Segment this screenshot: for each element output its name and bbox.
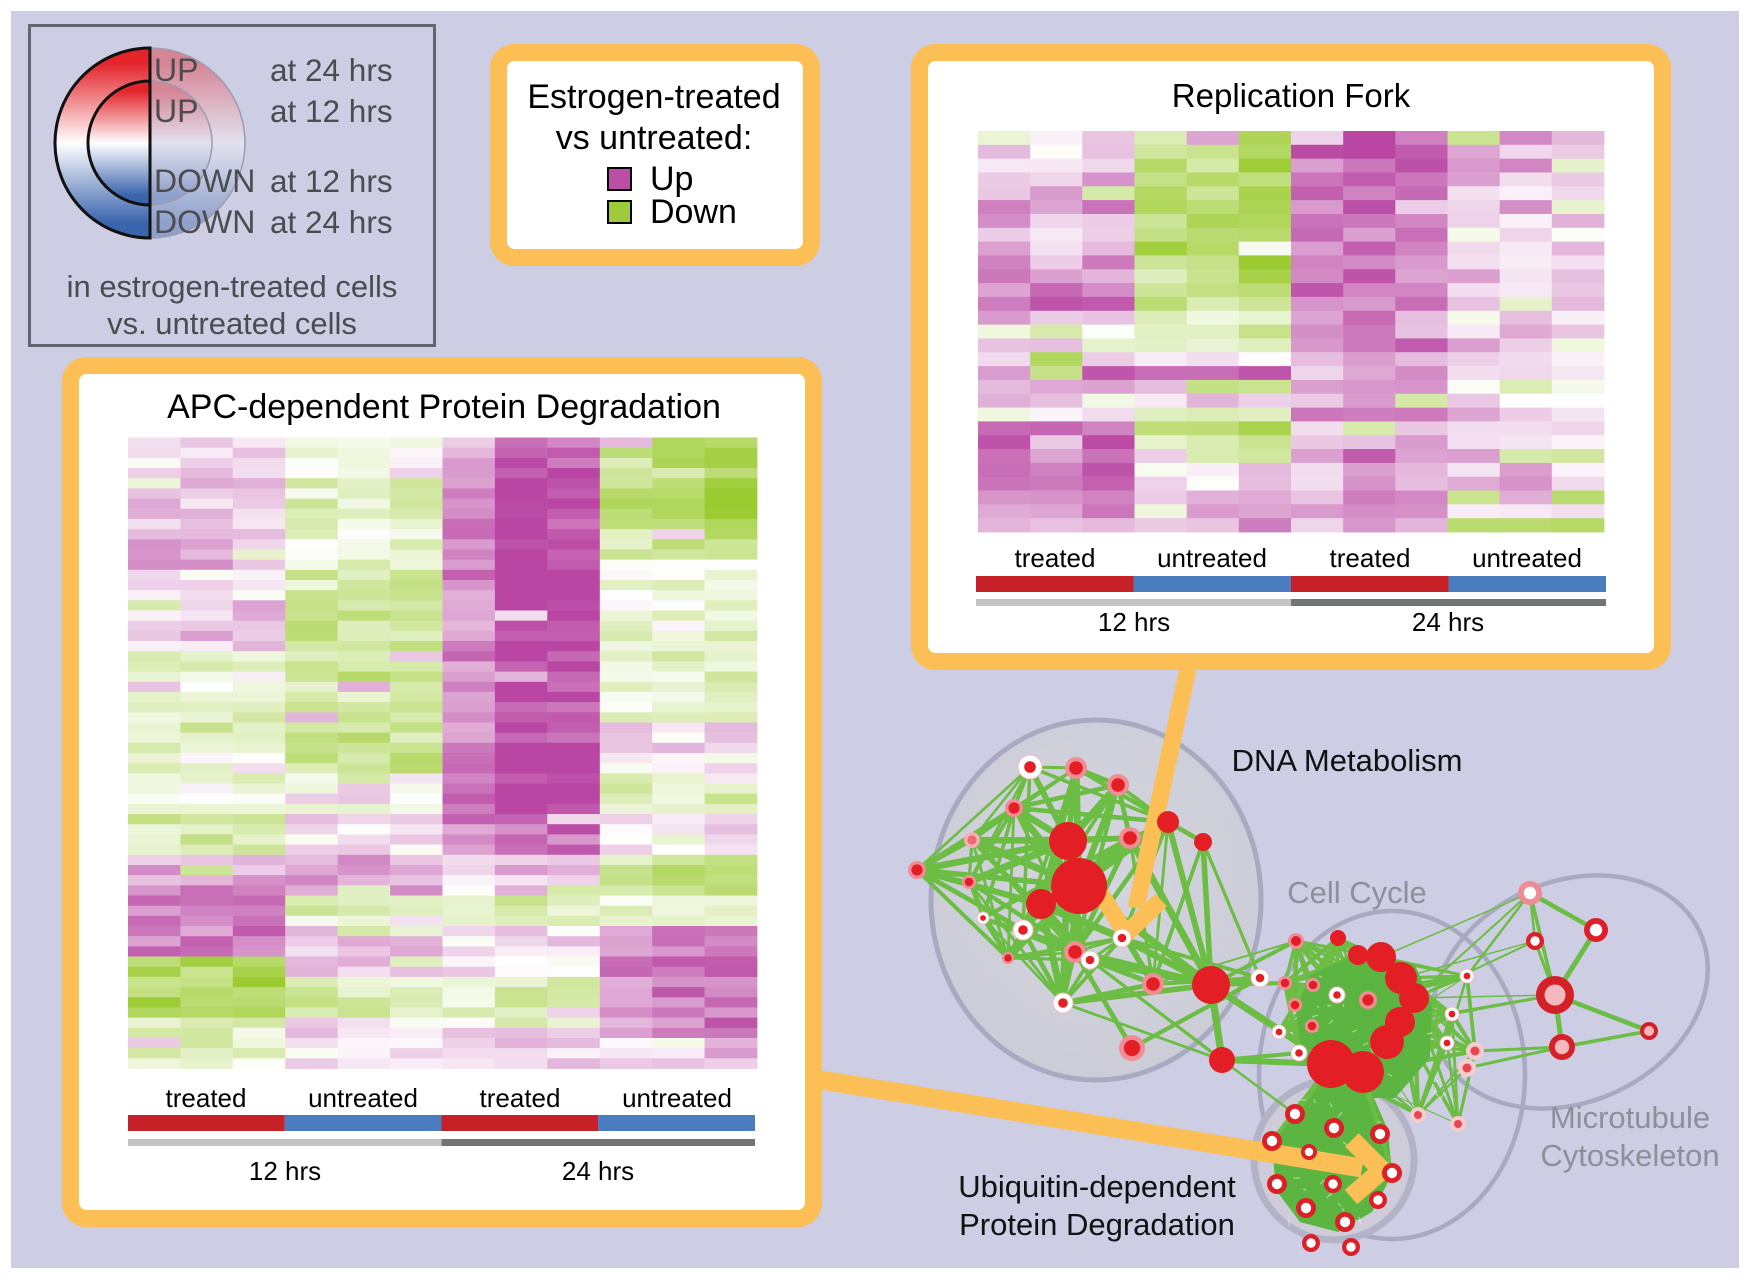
svg-text:24 hrs: 24 hrs <box>1412 607 1484 637</box>
svg-text:APC-dependent Protein Degradat: APC-dependent Protein Degradation <box>167 388 721 426</box>
svg-text:Ubiquitin-dependent: Ubiquitin-dependent <box>958 1169 1236 1204</box>
svg-text:untreated: untreated <box>622 1083 732 1113</box>
svg-text:Cytoskeleton: Cytoskeleton <box>1540 1138 1719 1173</box>
svg-text:at 24 hrs: at 24 hrs <box>270 52 393 88</box>
svg-text:Down: Down <box>650 193 737 231</box>
svg-text:Cell Cycle: Cell Cycle <box>1287 875 1427 910</box>
svg-text:untreated: untreated <box>308 1083 418 1113</box>
svg-text:UP: UP <box>154 52 198 88</box>
svg-text:treated: treated <box>1330 543 1411 573</box>
svg-text:UP: UP <box>154 93 198 129</box>
svg-text:12 hrs: 12 hrs <box>249 1156 321 1186</box>
svg-text:vs untreated:: vs untreated: <box>556 119 753 157</box>
svg-text:Replication Fork: Replication Fork <box>1172 77 1411 114</box>
svg-text:DNA Metabolism: DNA Metabolism <box>1232 743 1463 778</box>
svg-text:in estrogen-treated cells: in estrogen-treated cells <box>67 269 398 304</box>
svg-text:DOWN: DOWN <box>154 204 255 240</box>
svg-text:24 hrs: 24 hrs <box>562 1156 634 1186</box>
svg-text:untreated: untreated <box>1472 543 1582 573</box>
svg-text:12 hrs: 12 hrs <box>1098 607 1170 637</box>
svg-text:at 12 hrs: at 12 hrs <box>270 93 393 129</box>
svg-text:DOWN: DOWN <box>154 163 255 199</box>
svg-text:Microtubule: Microtubule <box>1550 1100 1710 1135</box>
svg-text:treated: treated <box>1015 543 1096 573</box>
svg-text:treated: treated <box>166 1083 247 1113</box>
svg-text:vs. untreated cells: vs. untreated cells <box>107 306 357 341</box>
svg-text:at 24 hrs: at 24 hrs <box>270 204 393 240</box>
svg-text:at 12 hrs: at 12 hrs <box>270 163 393 199</box>
svg-text:Protein Degradation: Protein Degradation <box>959 1207 1235 1242</box>
svg-text:Up: Up <box>650 160 693 198</box>
svg-text:untreated: untreated <box>1157 543 1267 573</box>
svg-text:treated: treated <box>480 1083 561 1113</box>
svg-text:Estrogen-treated: Estrogen-treated <box>527 78 780 116</box>
